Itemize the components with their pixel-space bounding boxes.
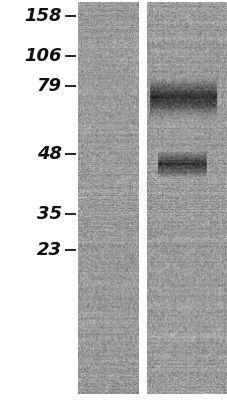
Text: 106: 106 (24, 47, 61, 65)
Text: 79: 79 (36, 77, 61, 95)
Text: 158: 158 (24, 7, 61, 25)
Bar (0, 0, 77, 400)
Text: 48: 48 (36, 145, 61, 163)
Bar (0, 0, 227, 2)
Bar (0, 394, 227, 400)
Text: 35: 35 (36, 205, 61, 223)
Text: 23: 23 (36, 241, 61, 259)
Bar (138, 2, 146, 394)
